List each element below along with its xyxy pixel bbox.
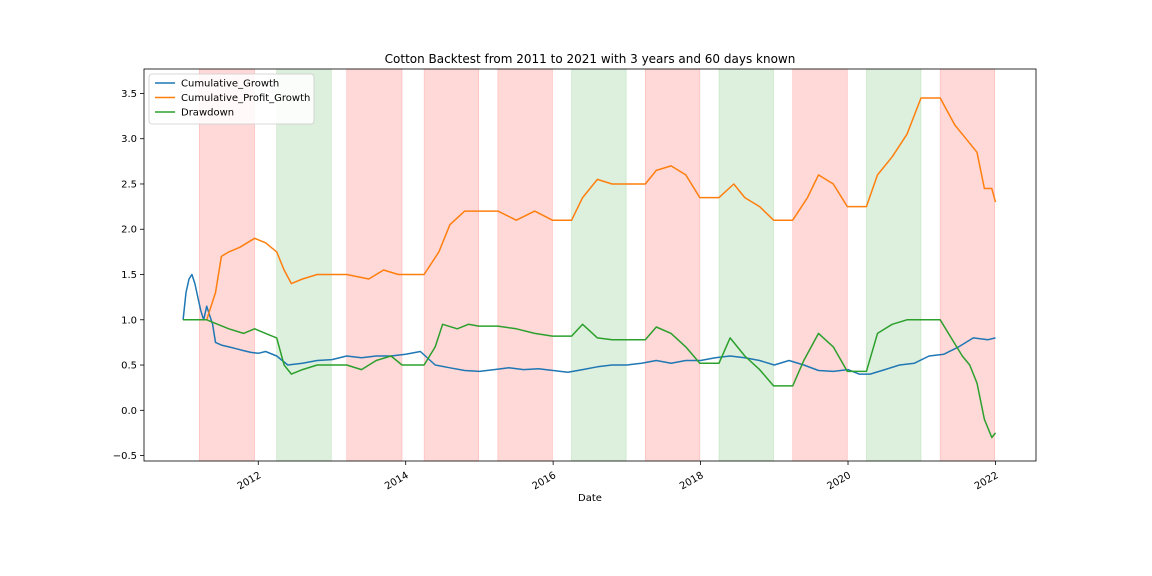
- series-lines: [182, 97, 997, 439]
- series-line-cumulative-profit-growth: [183, 97, 997, 321]
- legend-label: Drawdown: [181, 108, 234, 119]
- shaded-period-7: [718, 68, 774, 462]
- x-tick-label: 2020: [825, 470, 853, 492]
- shaded-period-3: [423, 68, 479, 462]
- y-tick-label: 1.0: [121, 315, 137, 326]
- chart-title: Cotton Backtest from 2011 to 2021 with 3…: [385, 52, 796, 66]
- legend: Cumulative_Growth Cumulative_Profit_Growt…: [148, 73, 315, 125]
- shaded-period-0: [198, 68, 255, 462]
- y-tick-label: 1.5: [121, 270, 137, 281]
- y-tick-label: −0.5: [113, 451, 137, 462]
- y-tick-label: 2.0: [121, 225, 137, 236]
- x-tick-label: 2014: [383, 470, 411, 492]
- x-tick-label: 2016: [531, 470, 559, 492]
- legend-box: [148, 73, 315, 125]
- y-axis: −0.5 0.0 0.5 1.0 1.5 2.0 2.5 3.0 3.5: [113, 89, 144, 462]
- legend-label: Cumulative_Growth: [181, 79, 279, 90]
- y-tick-label: 2.5: [121, 179, 137, 190]
- y-tick-label: 0.5: [121, 361, 137, 372]
- legend-label: Cumulative_Profit_Growth: [181, 93, 310, 104]
- x-axis-label: Date: [578, 493, 602, 504]
- shaded-period-6: [644, 68, 701, 462]
- shaded-period-8: [792, 68, 848, 462]
- x-tick-label: 2022: [973, 470, 1001, 492]
- shaded-period-9: [866, 68, 922, 462]
- shaded-period-10: [939, 68, 996, 462]
- series-line-cumulative-growth: [182, 273, 996, 375]
- plot-area-frame: [143, 68, 1037, 462]
- y-tick-label: 3.5: [121, 89, 137, 100]
- shaded-period-5: [571, 68, 627, 462]
- y-tick-label: 3.0: [121, 134, 137, 145]
- shaded-periods: [198, 68, 996, 462]
- shaded-period-2: [346, 68, 403, 462]
- y-tick-label: 0.0: [121, 406, 137, 417]
- shaded-period-4: [497, 68, 553, 462]
- series-line-drawdown: [183, 319, 997, 439]
- shaded-period-1: [276, 68, 332, 462]
- x-tick-label: 2012: [236, 470, 264, 492]
- x-tick-label: 2018: [678, 470, 706, 492]
- x-axis: 2012 2014 2016 2018 2020 2022: [236, 461, 1001, 492]
